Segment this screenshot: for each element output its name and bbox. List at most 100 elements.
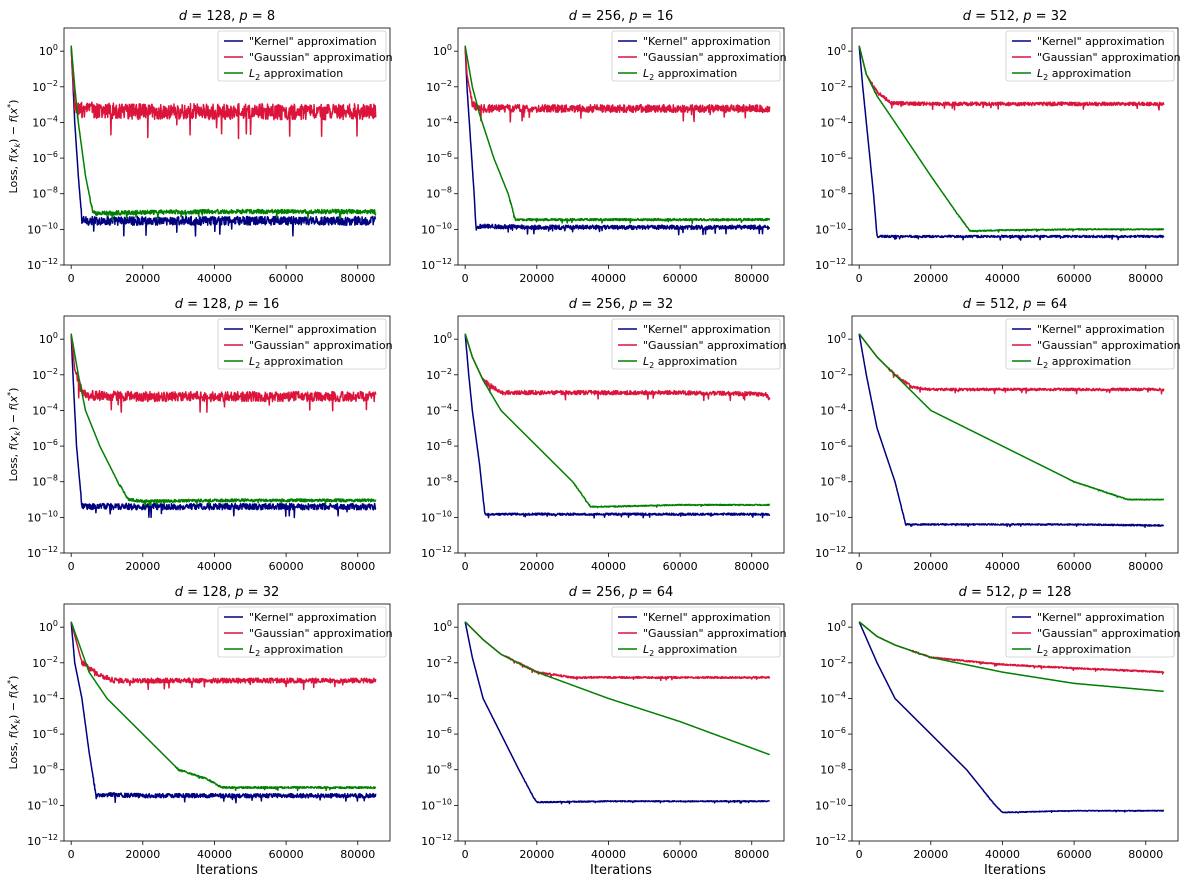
plot-frame <box>63 315 391 554</box>
x-tick-label: 80000 <box>1128 848 1163 861</box>
subplot-512-64: d = 512, p = 64 0 20000 40000 60000 80000 100 1… <box>815 297 1180 573</box>
y-tick-label: 100 <box>39 43 58 58</box>
y-tick-label: 100 <box>39 619 58 634</box>
legend-box <box>217 318 387 370</box>
y-tick-label: 10−4 <box>820 114 846 129</box>
y-tick-label: 100 <box>433 331 452 346</box>
y-tick-label: 10−4 <box>426 402 452 417</box>
subplot-128-8: d = 128, p = 8 0 20000 40000 60000 80000 100 10… <box>6 9 393 285</box>
legend-label: L2 approximation <box>1037 355 1131 370</box>
panel-title: d = 512, p = 128 <box>959 585 1072 600</box>
y-tick-label: 10−10 <box>421 221 452 236</box>
legend-label: "Gaussian" approximation <box>249 51 393 64</box>
y-tick-label: 10−8 <box>32 474 58 489</box>
y-tick-label: 10−2 <box>426 79 452 94</box>
y-tick-label: 10−10 <box>815 797 846 812</box>
panel-title: d = 256, p = 32 <box>569 297 673 312</box>
x-tick-label: 0 <box>68 848 75 861</box>
legend-label: L2 approximation <box>643 643 737 658</box>
y-tick-label: 10−2 <box>820 79 846 94</box>
x-tick-label: 40000 <box>985 848 1020 861</box>
series-line-0 <box>464 333 771 519</box>
x-tick-label: 80000 <box>734 848 769 861</box>
legend-label: L2 approximation <box>249 67 343 82</box>
y-tick-label: 10−2 <box>820 367 846 382</box>
y-tick-label: 10−12 <box>421 257 452 272</box>
y-tick-label: 10−6 <box>32 438 58 453</box>
y-tick-label: 10−4 <box>32 402 58 417</box>
x-tick-label: 0 <box>462 272 469 285</box>
series-line-2 <box>464 45 771 225</box>
y-tick-label: 10−6 <box>32 726 58 741</box>
panel-title: d = 128, p = 8 <box>179 9 275 24</box>
y-tick-label: 100 <box>39 331 58 346</box>
x-tick-label: 40000 <box>591 272 626 285</box>
y-tick-label: 100 <box>433 43 452 58</box>
x-tick-label: 80000 <box>734 560 769 573</box>
x-tick-label: 80000 <box>1128 560 1163 573</box>
x-tick-label: 0 <box>462 848 469 861</box>
legend: "Kernel" approximation "Gaussian" approxi… <box>1005 30 1181 82</box>
series-line-2 <box>858 621 1165 693</box>
legend: "Kernel" approximation "Gaussian" approxi… <box>217 30 393 82</box>
y-tick-label: 10−2 <box>32 367 58 382</box>
y-tick-label: 10−6 <box>820 150 846 165</box>
series-line-0 <box>70 45 377 237</box>
panel-title: d = 512, p = 32 <box>963 9 1067 24</box>
series-line-0 <box>464 621 771 805</box>
x-tick-label: 40000 <box>985 560 1020 573</box>
y-tick-label: 10−4 <box>32 690 58 705</box>
series-line-0 <box>70 621 377 804</box>
legend-label: "Kernel" approximation <box>1037 611 1165 624</box>
subplot-256-16: d = 256, p = 16 0 20000 40000 60000 80000 100 1… <box>421 9 786 285</box>
legend-label: "Kernel" approximation <box>1037 35 1165 48</box>
legend: "Kernel" approximation "Gaussian" approxi… <box>217 318 393 370</box>
series-line-1 <box>464 45 771 123</box>
legend-box <box>217 606 387 658</box>
plot-frame <box>851 27 1179 266</box>
x-axis-label: Iterations <box>984 863 1046 878</box>
series-line-1 <box>70 45 377 140</box>
x-tick-label: 60000 <box>1057 848 1092 861</box>
y-tick-label: 10−4 <box>32 114 58 129</box>
legend-box <box>217 30 387 82</box>
x-tick-label: 20000 <box>125 848 160 861</box>
subplot-256-64: d = 256, p = 64 0 20000 40000 60000 80000 100 1… <box>421 585 786 878</box>
x-axis-label: Iterations <box>590 863 652 878</box>
series-line-0 <box>70 333 377 519</box>
series-line-1 <box>858 333 1165 395</box>
y-tick-label: 100 <box>827 331 846 346</box>
y-tick-label: 10−6 <box>426 726 452 741</box>
x-tick-label: 80000 <box>340 272 375 285</box>
x-tick-label: 20000 <box>913 272 948 285</box>
plot-frame <box>457 315 785 554</box>
y-tick-label: 10−10 <box>27 509 58 524</box>
y-tick-label: 10−10 <box>27 221 58 236</box>
x-tick-label: 0 <box>68 272 75 285</box>
legend-label: L2 approximation <box>249 355 343 370</box>
y-tick-label: 10−12 <box>815 545 846 560</box>
x-tick-label: 80000 <box>340 560 375 573</box>
y-tick-label: 10−2 <box>32 79 58 94</box>
y-tick-label: 10−8 <box>820 186 846 201</box>
legend-label: "Gaussian" approximation <box>643 51 787 64</box>
x-tick-label: 0 <box>68 560 75 573</box>
legend: "Kernel" approximation "Gaussian" approxi… <box>1005 606 1181 658</box>
y-tick-label: 10−8 <box>426 474 452 489</box>
y-tick-label: 100 <box>827 619 846 634</box>
y-tick-label: 10−4 <box>426 114 452 129</box>
legend-label: "Gaussian" approximation <box>1037 339 1181 352</box>
y-tick-label: 10−10 <box>421 509 452 524</box>
series-line-2 <box>858 45 1165 233</box>
y-tick-label: 10−12 <box>421 833 452 848</box>
y-tick-label: 10−12 <box>27 257 58 272</box>
x-tick-label: 0 <box>462 560 469 573</box>
y-tick-label: 10−4 <box>820 690 846 705</box>
x-tick-label: 60000 <box>1057 560 1092 573</box>
legend-box <box>1005 30 1175 82</box>
x-tick-label: 40000 <box>591 560 626 573</box>
x-tick-label: 0 <box>856 560 863 573</box>
legend: "Kernel" approximation "Gaussian" approxi… <box>1005 318 1181 370</box>
y-tick-label: 100 <box>827 43 846 58</box>
y-tick-label: 10−8 <box>32 762 58 777</box>
